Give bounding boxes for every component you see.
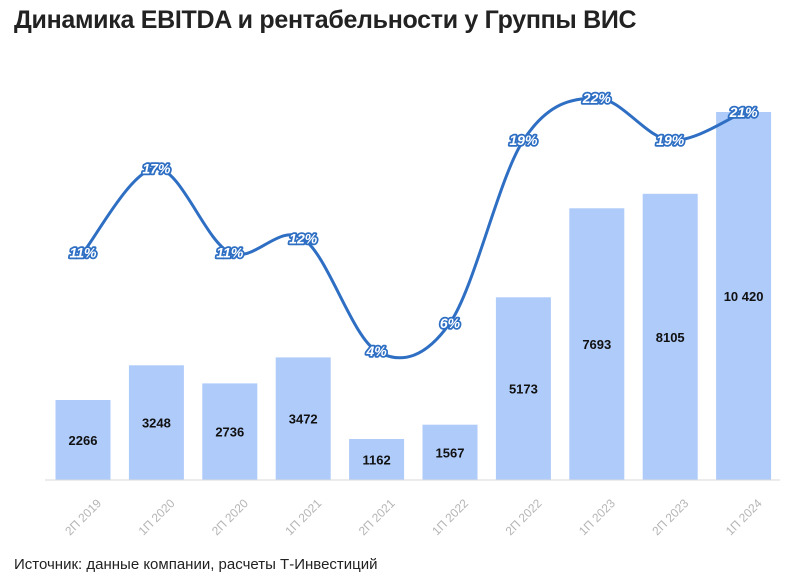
bar-value-label: 1567 [436,445,465,460]
bar-value-label: 3472 [289,412,318,427]
x-tick-label: 2П 2020 [209,496,251,538]
x-tick-label: 1П 2021 [282,496,324,538]
x-tick-labels: 2П 2019 1П 2020 2П 2020 1П 2021 2П 2021 1П 20… [62,496,765,538]
bars-group: 2266 3248 2736 3472 1162 1567 5173 7693 8105 10 4… [55,112,772,481]
margin-value-label: 19% [656,132,685,148]
bar-value-label: 8105 [656,330,685,345]
bar-value-label: 2736 [215,425,244,440]
bar-value-label: 3248 [142,416,171,431]
bar-value-label: 1162 [362,453,390,468]
bar-3 [275,357,331,480]
margin-value-label: 22% [582,90,612,106]
bar-1 [128,365,184,480]
margin-value-label: 11% [216,245,244,261]
margin-value-label: 4% [365,343,387,359]
margin-value-label: 19% [509,132,538,148]
chart-title: Динамика EBITDA и рентабельности у Групп… [14,6,637,34]
margin-value-label: 17% [142,160,171,176]
bar-2 [202,383,258,480]
bar-7 [569,208,625,481]
bar-value-label: 10 420 [724,289,764,304]
bar-5 [422,424,478,480]
bar-value-label: 7693 [582,337,611,352]
margin-labels: 11% 17% 11% 12% 4% 6% 19% 22% 19% 21% [68,88,760,361]
bar-9 [716,112,772,480]
bar-8 [642,193,698,481]
x-tick-label: 2П 2023 [649,496,691,538]
x-tick-label: 1П 2022 [429,496,471,538]
x-tick-label: 2П 2022 [503,496,545,538]
margin-line [81,96,745,360]
x-tick-label: 1П 2020 [136,496,178,538]
margin-value-label: 11% [70,245,98,261]
margin-value-label: 21% [729,104,759,120]
bar-0 [55,400,111,480]
x-tick-label: 1П 2024 [723,496,765,538]
bar-6 [495,297,551,480]
bar-value-label: 5173 [509,382,538,397]
source-note: Источник: данные компании, расчеты Т-Инв… [14,556,378,573]
margin-value-label: 6% [440,315,461,331]
margin-value-label: 12% [289,231,318,247]
bar-4 [349,439,405,480]
x-tick-label: 1П 2023 [576,496,618,538]
x-tick-label: 2П 2021 [356,496,398,538]
bar-value-label: 2266 [69,433,98,448]
x-tick-label: 2П 2019 [62,496,104,538]
